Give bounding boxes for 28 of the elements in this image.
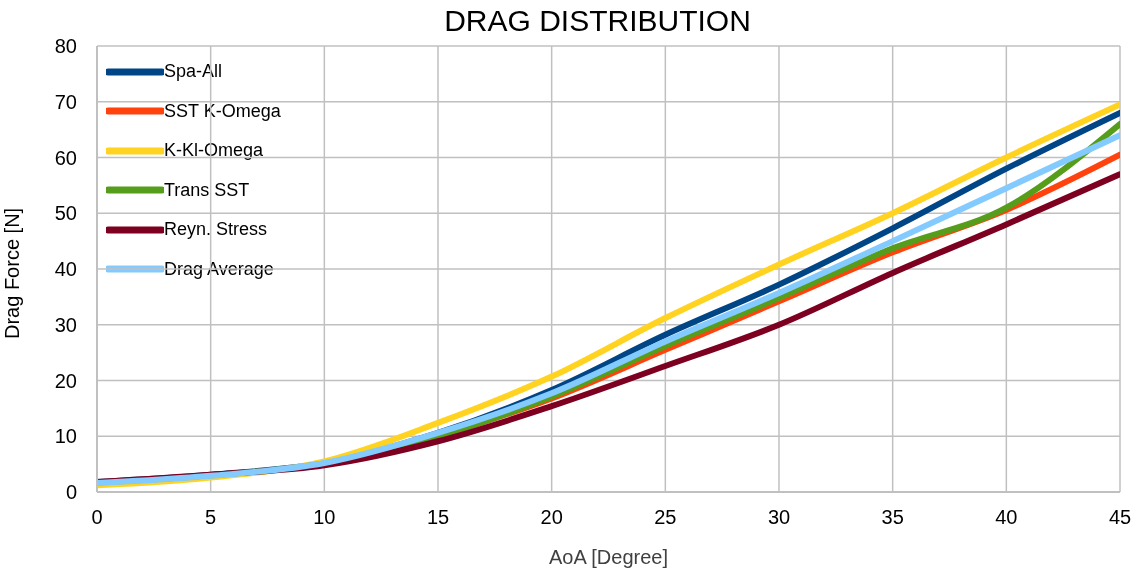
legend-label: Trans SST (164, 179, 250, 201)
legend-label: K-Kl-Omega (164, 140, 264, 162)
x-tick-label: 0 (91, 506, 103, 529)
chart-title: DRAG DISTRIBUTION (444, 4, 751, 37)
y-tick-label: 20 (54, 369, 77, 392)
y-tick-label: 80 (54, 35, 77, 58)
y-tick-label: 0 (65, 481, 77, 504)
y-tick-label: 10 (54, 425, 77, 448)
legend-label: SST K-Omega (164, 100, 281, 122)
y-axis-title: Drag Force [N] (1, 207, 24, 339)
x-tick-label: 40 (995, 506, 1018, 529)
y-tick-label: 60 (54, 146, 77, 169)
y-tick-label: 70 (54, 90, 77, 113)
x-tick-label: 5 (205, 506, 217, 529)
legend-label: Reyn. Stress (164, 219, 268, 241)
x-tick-label: 30 (767, 506, 791, 529)
y-tick-label: 30 (54, 313, 77, 336)
x-tick-label: 20 (540, 506, 563, 529)
x-tick-label: 25 (654, 506, 677, 529)
legend-label: Spa-All (164, 61, 223, 83)
y-tick-label: 40 (54, 258, 77, 281)
x-tick-label: 15 (426, 506, 450, 529)
legend-label: Drag Average (164, 258, 274, 280)
x-tick-label: 35 (881, 506, 904, 529)
x-tick-label: 45 (1108, 506, 1132, 529)
x-tick-label: 10 (313, 506, 336, 529)
y-tick-label: 50 (54, 202, 77, 225)
x-axis-title: AoA [Degree] (549, 546, 668, 568)
